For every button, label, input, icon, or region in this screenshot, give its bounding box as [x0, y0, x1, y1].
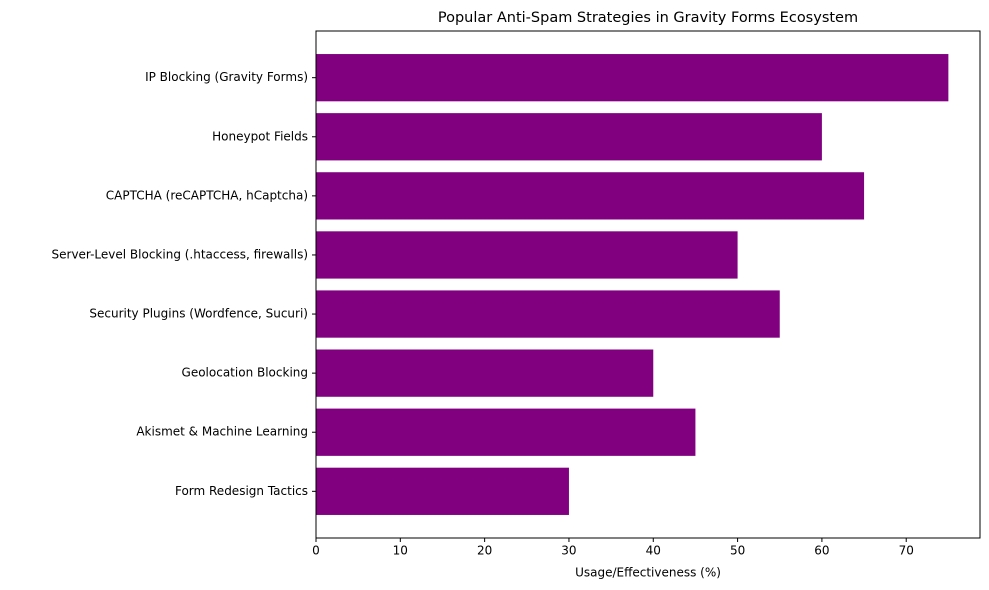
bar: [316, 467, 569, 515]
bar: [316, 172, 865, 220]
y-tick-label: Form Redesign Tactics: [175, 484, 308, 498]
x-tick-label: 60: [814, 544, 829, 558]
bar: [316, 290, 780, 338]
bar: [316, 349, 654, 397]
chart-title: Popular Anti-Spam Strategies in Gravity …: [438, 10, 858, 26]
y-tick-label: CAPTCHA (reCAPTCHA, hCaptcha): [106, 188, 308, 202]
x-tick-label: 70: [899, 544, 914, 558]
bar: [316, 113, 822, 161]
x-axis-label: Usage/Effectiveness (%): [575, 566, 721, 580]
x-tick-label: 0: [312, 544, 320, 558]
bar: [316, 54, 949, 102]
x-tick-label: 10: [393, 544, 408, 558]
plot-frame: [315, 30, 981, 539]
y-tick-label: Security Plugins (Wordfence, Sucuri): [89, 307, 308, 321]
x-tick-label: 30: [561, 544, 576, 558]
x-tick-label: 50: [730, 544, 745, 558]
bar: [316, 231, 738, 279]
y-tick-label: Server-Level Blocking (.htaccess, firewa…: [52, 247, 308, 261]
y-tick-label: Akismet & Machine Learning: [136, 425, 308, 439]
y-tick-label: IP Blocking (Gravity Forms): [145, 70, 308, 84]
bar: [316, 408, 696, 456]
x-tick-label: 40: [646, 544, 661, 558]
x-tick-label: 20: [477, 544, 492, 558]
y-tick-label: Geolocation Blocking: [182, 366, 308, 380]
y-tick-label: Honeypot Fields: [212, 129, 308, 143]
